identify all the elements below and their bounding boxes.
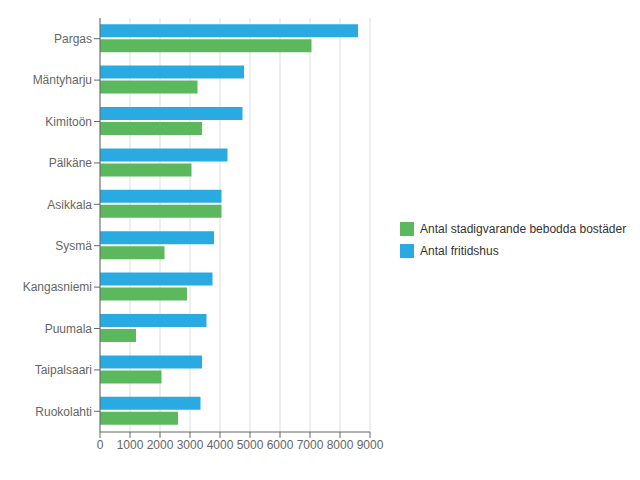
- svg-text:2000: 2000: [147, 438, 174, 452]
- svg-text:Ruokolahti: Ruokolahti: [35, 405, 92, 419]
- svg-text:1000: 1000: [117, 438, 144, 452]
- svg-text:5000: 5000: [237, 438, 264, 452]
- svg-text:9000: 9000: [357, 438, 384, 452]
- svg-text:Pargas: Pargas: [54, 32, 92, 46]
- svg-text:Puumala: Puumala: [45, 322, 93, 336]
- svg-text:Asikkala: Asikkala: [47, 198, 92, 212]
- svg-text:7000: 7000: [297, 438, 324, 452]
- svg-text:Taipalsaari: Taipalsaari: [35, 363, 92, 377]
- html-text:Antal stadigvarande bebodda bo: Antal stadigvarande bebodda bostäder: [420, 222, 627, 236]
- html-text:Antal fritidshus: Antal fritidshus: [420, 244, 499, 258]
- svg-text:8000: 8000: [327, 438, 354, 452]
- svg-text:Kangasniemi: Kangasniemi: [23, 280, 92, 294]
- svg-text:Pälkäne: Pälkäne: [49, 156, 93, 170]
- svg-text:6000: 6000: [267, 438, 294, 452]
- svg-text:0: 0: [97, 438, 104, 452]
- svg-text:4000: 4000: [207, 438, 234, 452]
- svg-text:Sysmä: Sysmä: [55, 239, 92, 253]
- svg-text:3000: 3000: [177, 438, 204, 452]
- svg-text:Mäntyharju: Mäntyharju: [33, 73, 92, 87]
- svg-text:Kimitoön: Kimitoön: [45, 115, 92, 129]
